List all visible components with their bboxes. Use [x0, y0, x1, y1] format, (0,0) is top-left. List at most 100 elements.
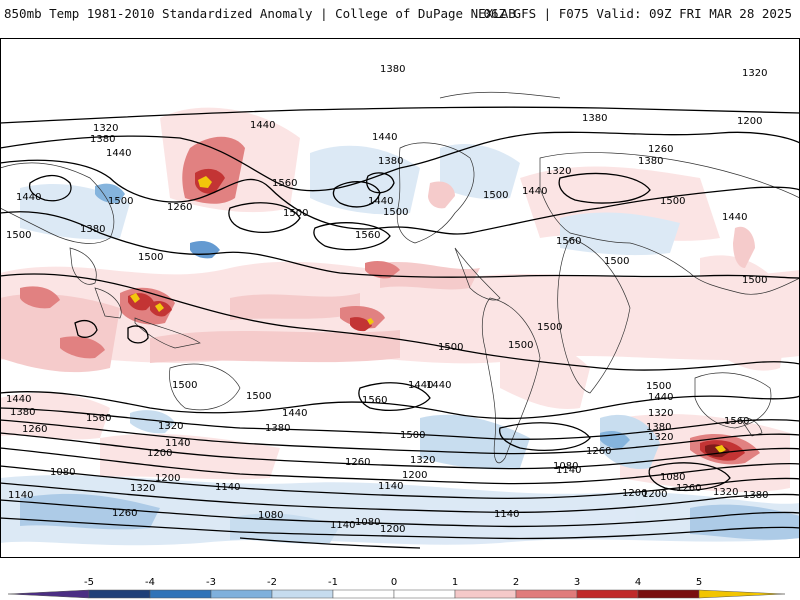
contour-label: 1500	[383, 207, 408, 218]
contour-label: 1140	[215, 482, 240, 493]
contour-label: 1560	[724, 416, 749, 427]
contour-label: 1140	[330, 520, 355, 531]
contour-label: 1320	[713, 487, 738, 498]
colorbar-segment	[576, 589, 639, 599]
contour-label: 1440	[522, 186, 547, 197]
anomaly-shading	[0, 107, 800, 546]
colorbar-tick-label: -5	[84, 577, 94, 588]
contour-label: 1500	[604, 256, 629, 267]
contour-label: 1200	[155, 473, 180, 484]
contour-label: 1200	[737, 116, 762, 127]
colorbar-tick-labels: -5 -4 -3 -2 -1 0 1 2 3 4 5	[84, 577, 702, 588]
contour-label: 1440	[408, 380, 433, 391]
contour-label: 1440	[648, 392, 673, 403]
colorbar-segment	[637, 589, 700, 599]
contour-label: 1500	[646, 381, 671, 392]
contour-label: 1140	[494, 509, 519, 520]
contour-label: 1260	[167, 202, 192, 213]
contour-label: 1200	[402, 470, 427, 481]
colorbar-segment	[698, 589, 786, 599]
contour-label: 1380	[646, 422, 671, 433]
contour-label: 1500	[537, 322, 562, 333]
contour-label: 1080	[553, 461, 578, 472]
contour-label: 1440	[368, 196, 393, 207]
contour-label: 1140	[556, 465, 581, 476]
colorbar-tick-label: 4	[635, 577, 641, 588]
contour-label: 1440	[106, 148, 131, 159]
contour-label: 1500	[283, 208, 308, 219]
contour-label: 1320	[130, 483, 155, 494]
contour-label: 1380	[380, 64, 405, 75]
colorbar-segment	[454, 589, 517, 599]
colorbar-segment	[393, 589, 456, 599]
contour-label: 1380	[10, 407, 35, 418]
colorbar-tick-label: -3	[206, 577, 216, 588]
contour-label: 1140	[378, 481, 403, 492]
anomaly-colorbar: -5 -4 -3 -2 -1 0 1 2 3 4 5	[7, 577, 786, 599]
contour-label: 1080	[660, 472, 685, 483]
contour-label: 1200	[642, 489, 667, 500]
contour-label: 1200	[622, 488, 647, 499]
contour-label: 1380	[80, 224, 105, 235]
contour-label: 1500	[660, 196, 685, 207]
contour-label: 1380	[265, 423, 290, 434]
colorbar-segment	[7, 589, 90, 599]
contour-label: 1440	[16, 192, 41, 203]
colorbar-tick-label: 1	[452, 577, 458, 588]
contour-label: 1200	[147, 448, 172, 459]
weather-map[interactable]: 1380 1320 1320 1380 1440 1440 1500 1380 …	[0, 38, 800, 558]
contour-label: 1500	[6, 230, 31, 241]
contour-label: 1440	[372, 132, 397, 143]
contour-label: 1260	[345, 457, 370, 468]
contour-label: 1320	[546, 166, 571, 177]
colorbar-tick-label: -4	[145, 577, 155, 588]
contour-label: 1260	[676, 483, 701, 494]
contour-label: 1260	[586, 446, 611, 457]
contour-label: 1560	[355, 230, 380, 241]
contour-label: 1080	[50, 467, 75, 478]
colorbar-segment	[332, 589, 395, 599]
contour-label: 1320	[742, 68, 767, 79]
contour-label: 1500	[138, 252, 163, 263]
colorbar-segment	[149, 589, 212, 599]
contour-label: 1560	[362, 395, 387, 406]
contour-label: 1500	[483, 190, 508, 201]
contour-label: 1500	[742, 275, 767, 286]
colorbar-tick-label: 5	[696, 577, 702, 588]
colorbar-segment	[515, 589, 578, 599]
contour-label: 1320	[410, 455, 435, 466]
contour-label: 1380	[378, 156, 403, 167]
contour-label: 1140	[165, 438, 190, 449]
contour-label: 1440	[250, 120, 275, 131]
colorbar-tick-label: -1	[328, 577, 338, 588]
contour-label: 1320	[158, 421, 183, 432]
contour-label: 1320	[648, 408, 673, 419]
contour-label: 1080	[355, 517, 380, 528]
header: 850mb Temp 1981-2010 Standardized Anomal…	[0, 0, 800, 30]
contour-label: 1380	[638, 156, 663, 167]
contour-label: 1080	[258, 510, 283, 521]
map-title: 850mb Temp 1981-2010 Standardized Anomal…	[4, 6, 516, 21]
contour-label: 1500	[108, 196, 133, 207]
colorbar-segment	[210, 589, 273, 599]
contour-label: 1440	[722, 212, 747, 223]
contour-label: 1440	[6, 394, 31, 405]
contour-label: 1260	[112, 508, 137, 519]
contour-label: 1500	[508, 340, 533, 351]
contour-label: 1500	[172, 380, 197, 391]
contour-label: 1560	[86, 413, 111, 424]
colorbar-tick-label: 2	[513, 577, 519, 588]
contour-label: 1200	[380, 524, 405, 535]
contour-label: 1380	[743, 490, 768, 501]
colorbar-tick-label: -2	[267, 577, 277, 588]
contour-label: 1260	[648, 144, 673, 155]
coastlines	[0, 91, 800, 464]
contour-label: 1440	[282, 408, 307, 419]
height-contours	[0, 106, 800, 549]
contour-label: 1260	[22, 424, 47, 435]
model-run-valid-time: 06Z GFS | F075 Valid: 09Z FRI MAR 28 202…	[483, 6, 792, 21]
contour-label: 1500	[400, 430, 425, 441]
colorbar-tick-label: 3	[574, 577, 580, 588]
contour-label-layer: 1380 1320 1320 1380 1440 1440 1500 1380 …	[6, 64, 768, 535]
contour-label: 1560	[272, 178, 297, 189]
